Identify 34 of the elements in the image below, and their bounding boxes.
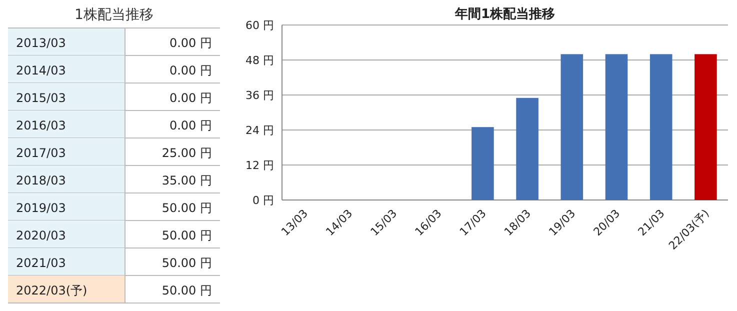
y-tick-label: 48 円 — [246, 54, 274, 67]
category-label: 2015/03 — [16, 91, 66, 105]
text: 25.00 円 — [162, 146, 212, 160]
category-label: 2014/03 — [16, 64, 66, 78]
category-label: 2020/03 — [16, 228, 66, 242]
y-tick-label: 36 円 — [246, 89, 274, 102]
category-label: 2017/03 — [16, 146, 66, 160]
category-label: 2018/03 — [16, 174, 66, 188]
y-tick-label: 12 円 — [246, 159, 274, 172]
text: 0.00 円 — [169, 64, 212, 78]
text: 1株配当推移 — [74, 7, 154, 23]
text: 50.00 円 — [162, 284, 212, 298]
category-label: 2019/03 — [16, 201, 66, 215]
bar — [605, 54, 628, 200]
bar — [650, 54, 672, 200]
bar — [694, 54, 717, 200]
y-tick-label: 60 円 — [246, 19, 274, 32]
y-tick-label: 24 円 — [246, 124, 274, 137]
text: 50.00 円 — [162, 228, 212, 242]
category-label: 2013/03 — [16, 36, 66, 50]
text: 50.00 円 — [162, 201, 212, 215]
category-label: 2022/03(予) — [16, 284, 88, 298]
text: 35.00 円 — [162, 174, 212, 188]
bar — [472, 127, 494, 200]
text: 0.00 円 — [169, 36, 212, 50]
bar — [516, 98, 538, 200]
text: 50.00 円 — [162, 256, 212, 270]
category-label: 2016/03 — [16, 118, 66, 132]
bar — [560, 54, 584, 200]
text: 0.00 円 — [169, 91, 212, 105]
chart-title: 年間1株配当推移 — [454, 7, 556, 22]
y-tick-label: 0 円 — [252, 194, 274, 207]
text: 0.00 円 — [169, 118, 212, 132]
category-label: 2021/03 — [16, 256, 66, 270]
